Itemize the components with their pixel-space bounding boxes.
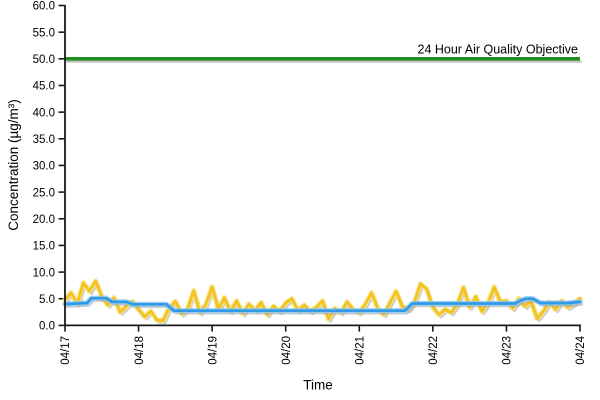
hourly-series-line	[63, 279, 582, 322]
y-tick-label: 0.0	[39, 321, 55, 333]
x-tick-label: 04/20	[281, 336, 293, 365]
x-axis-title: Time	[303, 378, 333, 393]
x-tick-label: 04/23	[502, 336, 514, 365]
x-tick-label: 04/19	[207, 336, 219, 365]
objective-line-label: 24 Hour Air Quality Objective	[418, 43, 579, 57]
y-tick-label: 45.0	[33, 81, 55, 93]
x-tick-label: 04/22	[428, 336, 440, 365]
y-tick-label: 5.0	[39, 294, 55, 306]
x-tick-label: 04/21	[354, 336, 366, 365]
y-tick-label: 15.0	[33, 241, 55, 253]
y-tick-label: 35.0	[33, 134, 55, 146]
y-tick-label: 30.0	[33, 161, 55, 173]
y-tick-label: 20.0	[33, 214, 55, 226]
average-series-line	[63, 296, 582, 313]
x-tick-label: 04/24	[575, 335, 587, 364]
y-tick-label: 40.0	[33, 107, 55, 119]
y-tick-label: 50.0	[33, 54, 55, 66]
y-tick-label: 55.0	[33, 27, 55, 39]
y-tick-label: 10.0	[33, 267, 55, 279]
y-tick-label: 25.0	[33, 187, 55, 199]
chart-generated-layer: 0.0 5.0 10.0 15.0 20.0 25.0 30.0 35.0 40.0 45.0 50…	[33, 1, 588, 365]
x-tick-label: 04/18	[134, 336, 146, 365]
y-axis-title: Concentration (µg/m³)	[6, 99, 21, 231]
y-tick-label: 60.0	[33, 1, 55, 13]
x-tick-label: 04/17	[60, 336, 72, 365]
